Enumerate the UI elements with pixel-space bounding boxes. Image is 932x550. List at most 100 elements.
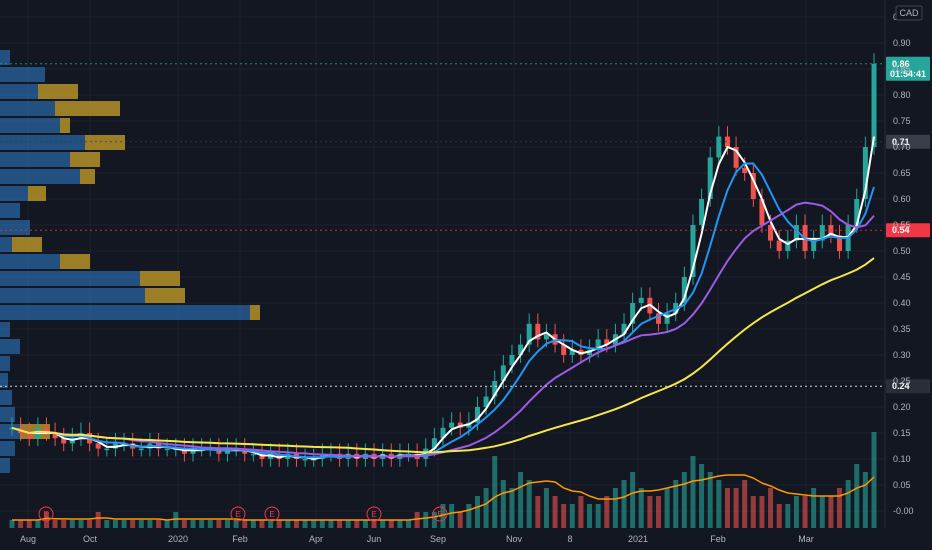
volume-bar: [431, 512, 437, 528]
candle-body: [26, 433, 32, 439]
volume-ma-line: [12, 474, 875, 521]
currency-badge: CAD: [895, 5, 923, 21]
volume-bar: [173, 512, 179, 528]
price-tag: [886, 223, 930, 238]
earnings-marker-label: E: [43, 510, 48, 519]
volume-bar: [449, 504, 455, 528]
volume-profile-bar: [0, 118, 60, 133]
x-tick-label: Oct: [83, 534, 98, 544]
x-tick-label: Jun: [367, 534, 382, 544]
candle-body: [569, 349, 575, 355]
earnings-marker: [38, 506, 54, 522]
earnings-marker: [230, 506, 246, 522]
y-tick-label: 0.40: [893, 298, 911, 308]
y-tick-label: 0.60: [893, 194, 911, 204]
volume-bar: [112, 520, 118, 528]
volume-bar: [423, 512, 429, 528]
volume-bar: [793, 496, 799, 528]
volume-bar: [69, 520, 75, 528]
x-tick-label: Feb: [710, 534, 726, 544]
volume-profile-bar: [55, 101, 120, 116]
volume-bar: [716, 480, 722, 528]
volume-profile-bar: [0, 288, 145, 303]
volume-profile-bar: [0, 356, 10, 371]
volume-bar: [216, 520, 222, 528]
volume-profile-bar: [0, 50, 10, 65]
volume-bar: [52, 520, 58, 528]
volume-bar: [854, 464, 860, 528]
volume-bar: [578, 496, 584, 528]
candle-body: [854, 199, 860, 225]
candle-body: [595, 339, 601, 350]
x-tick-label: Aug: [20, 534, 36, 544]
price-tag-label: 0.71: [892, 137, 910, 147]
volume-bar: [61, 520, 67, 528]
volume-profile-bar: [0, 339, 20, 354]
candle-body: [638, 297, 644, 303]
volume-profile-bar: [0, 152, 70, 167]
volume-bar: [664, 488, 670, 528]
volume-bar: [406, 520, 412, 528]
volume-bar: [276, 520, 282, 528]
y-tick-label: 0.25: [893, 376, 911, 386]
earnings-marker-label: E: [371, 510, 376, 519]
volume-bar: [690, 456, 696, 528]
volume-bar: [776, 504, 782, 528]
volume-bar: [604, 496, 610, 528]
volume-bar: [78, 520, 84, 528]
volume-bar: [362, 520, 368, 528]
candle-body: [474, 407, 480, 423]
volume-profile-bar: [0, 373, 8, 388]
price-tag: [886, 56, 930, 81]
y-tick-label: 0.35: [893, 324, 911, 334]
candle-body: [750, 173, 756, 199]
volume-bar: [371, 520, 377, 528]
candle-body: [483, 396, 489, 407]
price-tag-label: 0.86: [892, 59, 910, 69]
candle-body: [52, 433, 58, 439]
price-tag: [886, 379, 930, 394]
candle-body: [742, 167, 748, 173]
volume-bar: [518, 472, 524, 528]
candle-body: [776, 240, 782, 251]
volume-bar: [95, 512, 101, 528]
volume-profile-bar: [28, 186, 46, 201]
volume-bar: [138, 520, 144, 528]
sma-yellow-line: [11, 257, 875, 454]
earnings-marker-label: E: [437, 510, 442, 519]
volume-bar: [483, 488, 489, 528]
volume-bar: [466, 504, 472, 528]
volume-bar: [871, 432, 877, 528]
candle-body: [449, 422, 455, 428]
volume-bar: [233, 520, 239, 528]
y-tick-label: 0.85: [893, 64, 911, 74]
earnings-marker-label: E: [269, 510, 274, 519]
x-tick-label: 2021: [628, 534, 648, 544]
candle-body: [509, 355, 515, 366]
y-tick-label: 0.65: [893, 168, 911, 178]
earnings-marker: [366, 506, 382, 522]
volume-profile-bar: [0, 135, 85, 150]
volume-bar: [707, 472, 713, 528]
volume-bar: [311, 520, 317, 528]
volume-bar: [647, 496, 653, 528]
volume-bar: [656, 496, 661, 528]
volume-bar: [526, 480, 532, 528]
y-tick-label: 0.75: [893, 116, 911, 126]
candle-body: [302, 459, 308, 461]
earnings-marker: [432, 506, 448, 522]
candle-body: [104, 448, 110, 451]
price-tag-label: 0.24: [892, 381, 910, 391]
candle-body: [630, 303, 636, 324]
volume-profile-bar: [0, 271, 140, 286]
candle-body: [759, 199, 765, 225]
volume-bar: [18, 520, 24, 528]
candle-body: [716, 136, 722, 158]
candle-body: [61, 438, 67, 444]
volume-bar: [724, 488, 730, 528]
candle-body: [543, 334, 549, 340]
candle-body: [95, 443, 101, 449]
y-tick-label: 0.80: [893, 90, 911, 100]
